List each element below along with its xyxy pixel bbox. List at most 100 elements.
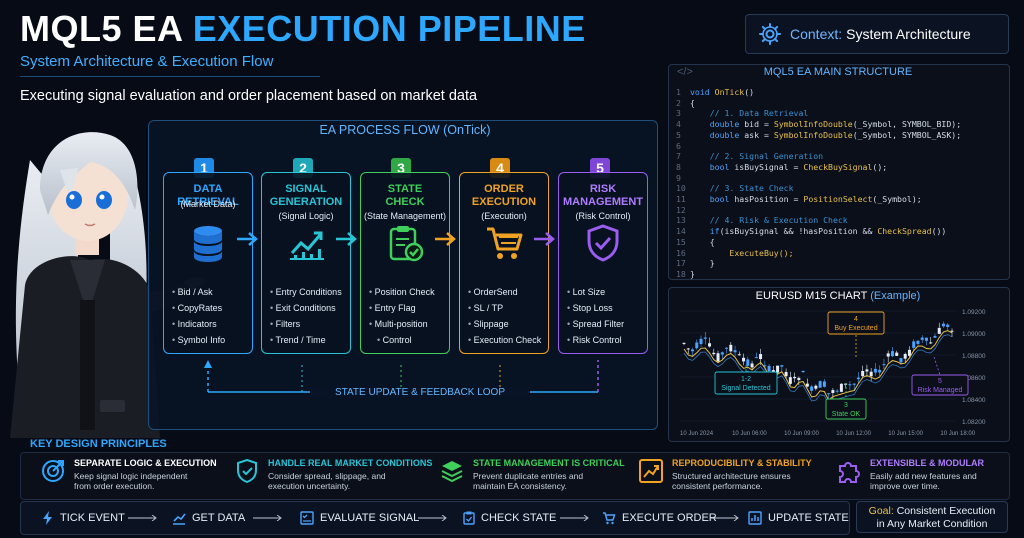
candle-body xyxy=(869,371,873,377)
code-line: 6 xyxy=(676,141,961,152)
candle-body xyxy=(788,377,792,384)
y-tick-label: 1.08600 xyxy=(962,375,986,382)
candle-body xyxy=(801,370,805,373)
principle-title: HANDLE REAL MARKET CONDITIONS xyxy=(268,458,433,468)
list-item: SL / TP xyxy=(468,300,541,316)
candle-body xyxy=(873,368,877,373)
principle-desc: Structured architecture ensures consisten… xyxy=(672,471,791,491)
line-number: 3 xyxy=(676,108,681,119)
code-line: 7 // 2. Signal Generation xyxy=(676,151,961,162)
code-text: } xyxy=(690,268,695,279)
candle-body xyxy=(737,354,741,356)
database-icon xyxy=(194,226,222,262)
line-number: 1 xyxy=(676,87,681,97)
candle-body xyxy=(712,352,716,355)
flow-item-label: EVALUATE SIGNAL xyxy=(320,512,420,524)
callout-box xyxy=(911,374,969,396)
arrow-right-icon xyxy=(336,232,357,246)
line-number: 15 xyxy=(676,236,686,247)
candle-body xyxy=(856,377,860,380)
step-2-items: Entry Conditions Exit Conditions Filters… xyxy=(270,284,342,348)
step-3-title: STATE CHECK xyxy=(385,183,425,208)
candle-body xyxy=(754,357,758,359)
callout-label: Signal Detected xyxy=(721,385,771,392)
candle-body xyxy=(793,376,797,379)
y-tick-label: 1.09000 xyxy=(962,331,986,338)
line-number: 12 xyxy=(676,204,686,215)
step-4-items: OrderSend SL / TP Slippage Execution Che… xyxy=(468,284,542,348)
line-number: 4 xyxy=(676,119,681,130)
page-title: MQL5 EA EXECUTION PIPELINE xyxy=(20,8,586,50)
candle-body xyxy=(763,365,767,367)
list-item: Symbol Info xyxy=(172,332,226,348)
moving-average-line xyxy=(683,330,953,401)
arrow-right-icon xyxy=(710,515,739,521)
process-flow-title: EA PROCESS FLOW (OnTick) xyxy=(319,123,491,137)
line-number: 2 xyxy=(676,97,681,108)
code-text: bool hasPosition = PositionSelect(_Symbo… xyxy=(709,194,922,205)
line-number: 8 xyxy=(676,161,681,172)
step-4-title: ORDER EXECUTION xyxy=(471,183,537,208)
principle-extensible: EXTENSIBLE & MODULAR Easily add new feat… xyxy=(839,458,1000,491)
principles-title: KEY DESIGN PRINCIPLES xyxy=(30,438,167,450)
step-5-subtitle: (Risk Control) xyxy=(575,211,631,221)
callout-number: 3 xyxy=(844,402,848,409)
callout-number: 4 xyxy=(854,316,858,323)
clipboard-check-icon xyxy=(463,511,475,525)
flow-item-get-data: GET DATA xyxy=(172,511,245,525)
list-item: Indicators xyxy=(172,316,225,332)
code-line: 14 if(isBuySignal && !hasPosition && Che… xyxy=(676,226,961,237)
code-text: double ask = SymbolInfoDouble(_Symbol, S… xyxy=(709,129,962,140)
shield-check-icon xyxy=(587,224,619,262)
arrow-right-icon xyxy=(128,515,157,521)
line-number: 6 xyxy=(676,140,681,151)
code-line: 15 { xyxy=(676,237,961,248)
flow-item-evaluate-signal: EVALUATE SIGNAL xyxy=(300,511,419,525)
candle-body xyxy=(725,347,729,349)
candle-body xyxy=(750,363,754,368)
candle-body xyxy=(699,338,703,344)
x-tick-label: 10 Jun 18:00 xyxy=(940,431,975,437)
candle-body xyxy=(916,340,920,344)
page-subtitle: System Architecture & Execution Flow xyxy=(20,53,274,70)
candle-body xyxy=(742,357,746,362)
candle-body xyxy=(708,343,712,347)
principles-panel xyxy=(20,452,1010,500)
code-text: if(isBuySignal && !hasPosition && CheckS… xyxy=(709,226,947,237)
code-text: } xyxy=(690,258,715,269)
code-text: // 4. Risk & Execution Check xyxy=(690,215,848,226)
list-item: CopyRates xyxy=(172,300,225,316)
candle-body xyxy=(907,349,911,356)
x-tick-label: 10 Jun 09:00 xyxy=(784,431,819,437)
arrow-right-icon xyxy=(560,515,589,521)
flow-item-check-state: CHECK STATE xyxy=(463,511,556,525)
candle-body xyxy=(878,369,882,373)
candle-body xyxy=(895,352,899,356)
candle-body xyxy=(703,337,707,339)
code-line: 1 void OnTick() xyxy=(676,87,961,98)
code-text: // 1. Data Retrieval xyxy=(690,108,809,119)
candlestick-chart: 1.09200 1.09000 1.08800 1.08600 1.08400 1.082… xyxy=(680,309,986,437)
y-tick-label: 1.08400 xyxy=(962,397,986,404)
puzzle-icon xyxy=(839,462,860,483)
candle-body xyxy=(839,383,843,392)
callout-box xyxy=(827,311,885,335)
candle-body xyxy=(882,364,886,366)
feedback-loop-label: STATE UPDATE & FEEDBACK LOOP xyxy=(310,387,530,398)
flow-item-update-state: UPDATE STATE xyxy=(748,511,849,525)
candle-body xyxy=(827,393,831,395)
arrow-right-icon xyxy=(237,232,258,246)
list-item: Risk Control xyxy=(567,332,624,348)
callout-box xyxy=(825,398,867,420)
code-line: 11 bool hasPosition = PositionSelect(_Sy… xyxy=(676,194,961,205)
step-3-items: Position Check Entry Flag Multi-position… xyxy=(369,284,435,348)
principle-desc: Keep signal logic independent from order … xyxy=(74,471,188,491)
list-item: OrderSend xyxy=(468,284,541,300)
candle-body xyxy=(865,369,869,372)
step-5-title: RISK MANAGEMENT xyxy=(562,183,644,208)
candle-body xyxy=(682,342,686,344)
context-label: Context: xyxy=(790,26,843,42)
